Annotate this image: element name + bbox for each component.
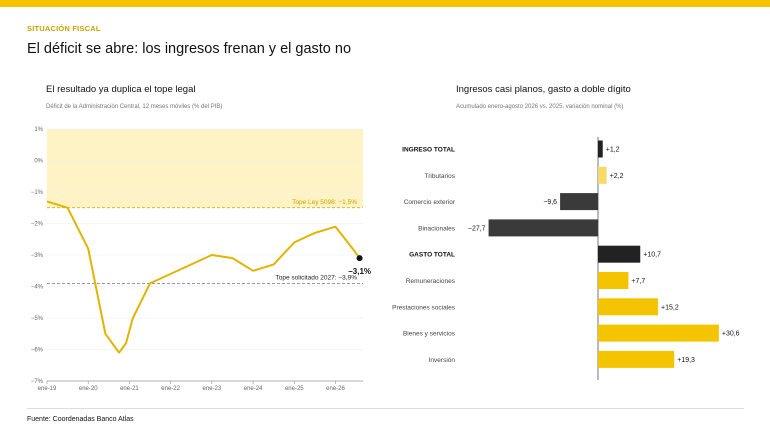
y-tick-label: −5% bbox=[31, 316, 44, 322]
section-kicker: SITUACIÓN FISCAL bbox=[27, 24, 101, 33]
x-tick-label: ene-19 bbox=[38, 386, 57, 392]
bar bbox=[598, 350, 675, 368]
category-label: Prestaciones sociales bbox=[392, 304, 456, 311]
y-tick-label: −4% bbox=[31, 285, 44, 291]
reference-line-label: Tope Ley 5098: −1,5% bbox=[292, 199, 357, 206]
value-label: −9,6 bbox=[543, 199, 557, 206]
x-tick-label: ene-20 bbox=[79, 386, 98, 392]
bar bbox=[598, 245, 641, 263]
y-tick-label: −6% bbox=[31, 348, 44, 354]
bar bbox=[488, 219, 598, 237]
left-chart-title: El resultado ya duplica el tope legal bbox=[46, 84, 196, 95]
x-tick-label: ene-21 bbox=[120, 386, 139, 392]
last-value-point bbox=[356, 255, 363, 262]
value-label: +1,2 bbox=[606, 147, 620, 154]
value-label: +2,2 bbox=[610, 173, 624, 180]
bar bbox=[560, 193, 598, 211]
right-chart-subtitle: Acumulado enero-agosto 2026 vs. 2025, va… bbox=[456, 104, 624, 110]
top-accent-bar bbox=[0, 0, 770, 7]
category-label: INGRESO TOTAL bbox=[402, 147, 455, 154]
last-value-label: −3,1% bbox=[348, 267, 371, 276]
y-tick-label: −2% bbox=[31, 222, 44, 228]
footer-divider bbox=[27, 408, 744, 409]
category-label: Comercio exterior bbox=[404, 199, 456, 206]
right-chart-title: Ingresos casi planos, gasto a doble dígi… bbox=[456, 84, 631, 95]
value-label: +7,7 bbox=[631, 278, 645, 285]
bar bbox=[598, 166, 607, 184]
category-label: Bienes y servicios bbox=[403, 331, 456, 338]
category-label: Binacionales bbox=[418, 225, 456, 232]
value-label: +10,7 bbox=[643, 252, 661, 259]
source-note: Fuente: Coordenadas Banco Atlas bbox=[27, 416, 134, 423]
reference-line-label: Tope solicitado 2027: −3,9% bbox=[276, 274, 358, 281]
x-tick-label: ene-26 bbox=[326, 386, 345, 392]
x-tick-label: ene-25 bbox=[285, 386, 304, 392]
y-tick-label: 1% bbox=[34, 127, 43, 133]
x-tick-label: ene-23 bbox=[203, 386, 222, 392]
x-tick-label: ene-22 bbox=[161, 386, 180, 392]
category-label: Inversión bbox=[429, 357, 456, 364]
value-label: +19,3 bbox=[677, 357, 695, 364]
y-tick-label: −3% bbox=[31, 253, 44, 259]
category-label: GASTO TOTAL bbox=[409, 252, 455, 259]
value-label: +30,6 bbox=[722, 331, 740, 338]
x-tick-label: ene-24 bbox=[244, 386, 263, 392]
value-label: +15,2 bbox=[661, 304, 679, 311]
category-label: Remuneraciones bbox=[406, 278, 456, 285]
deficit-series-line bbox=[46, 200, 361, 354]
left-chart-subtitle: Déficit de la Administración Central, 12… bbox=[46, 104, 223, 110]
bar bbox=[598, 272, 629, 289]
bar bbox=[598, 298, 659, 316]
value-label: −27,7 bbox=[468, 225, 486, 232]
y-tick-label: 0% bbox=[34, 159, 43, 165]
category-label: Tributarios bbox=[425, 173, 456, 180]
bar bbox=[598, 140, 603, 158]
y-tick-label: −7% bbox=[31, 379, 44, 385]
bar bbox=[598, 324, 719, 342]
y-tick-label: −1% bbox=[31, 190, 44, 196]
page-headline: El déficit se abre: los ingresos frenan … bbox=[27, 41, 352, 57]
legal-limit-band bbox=[47, 129, 363, 208]
